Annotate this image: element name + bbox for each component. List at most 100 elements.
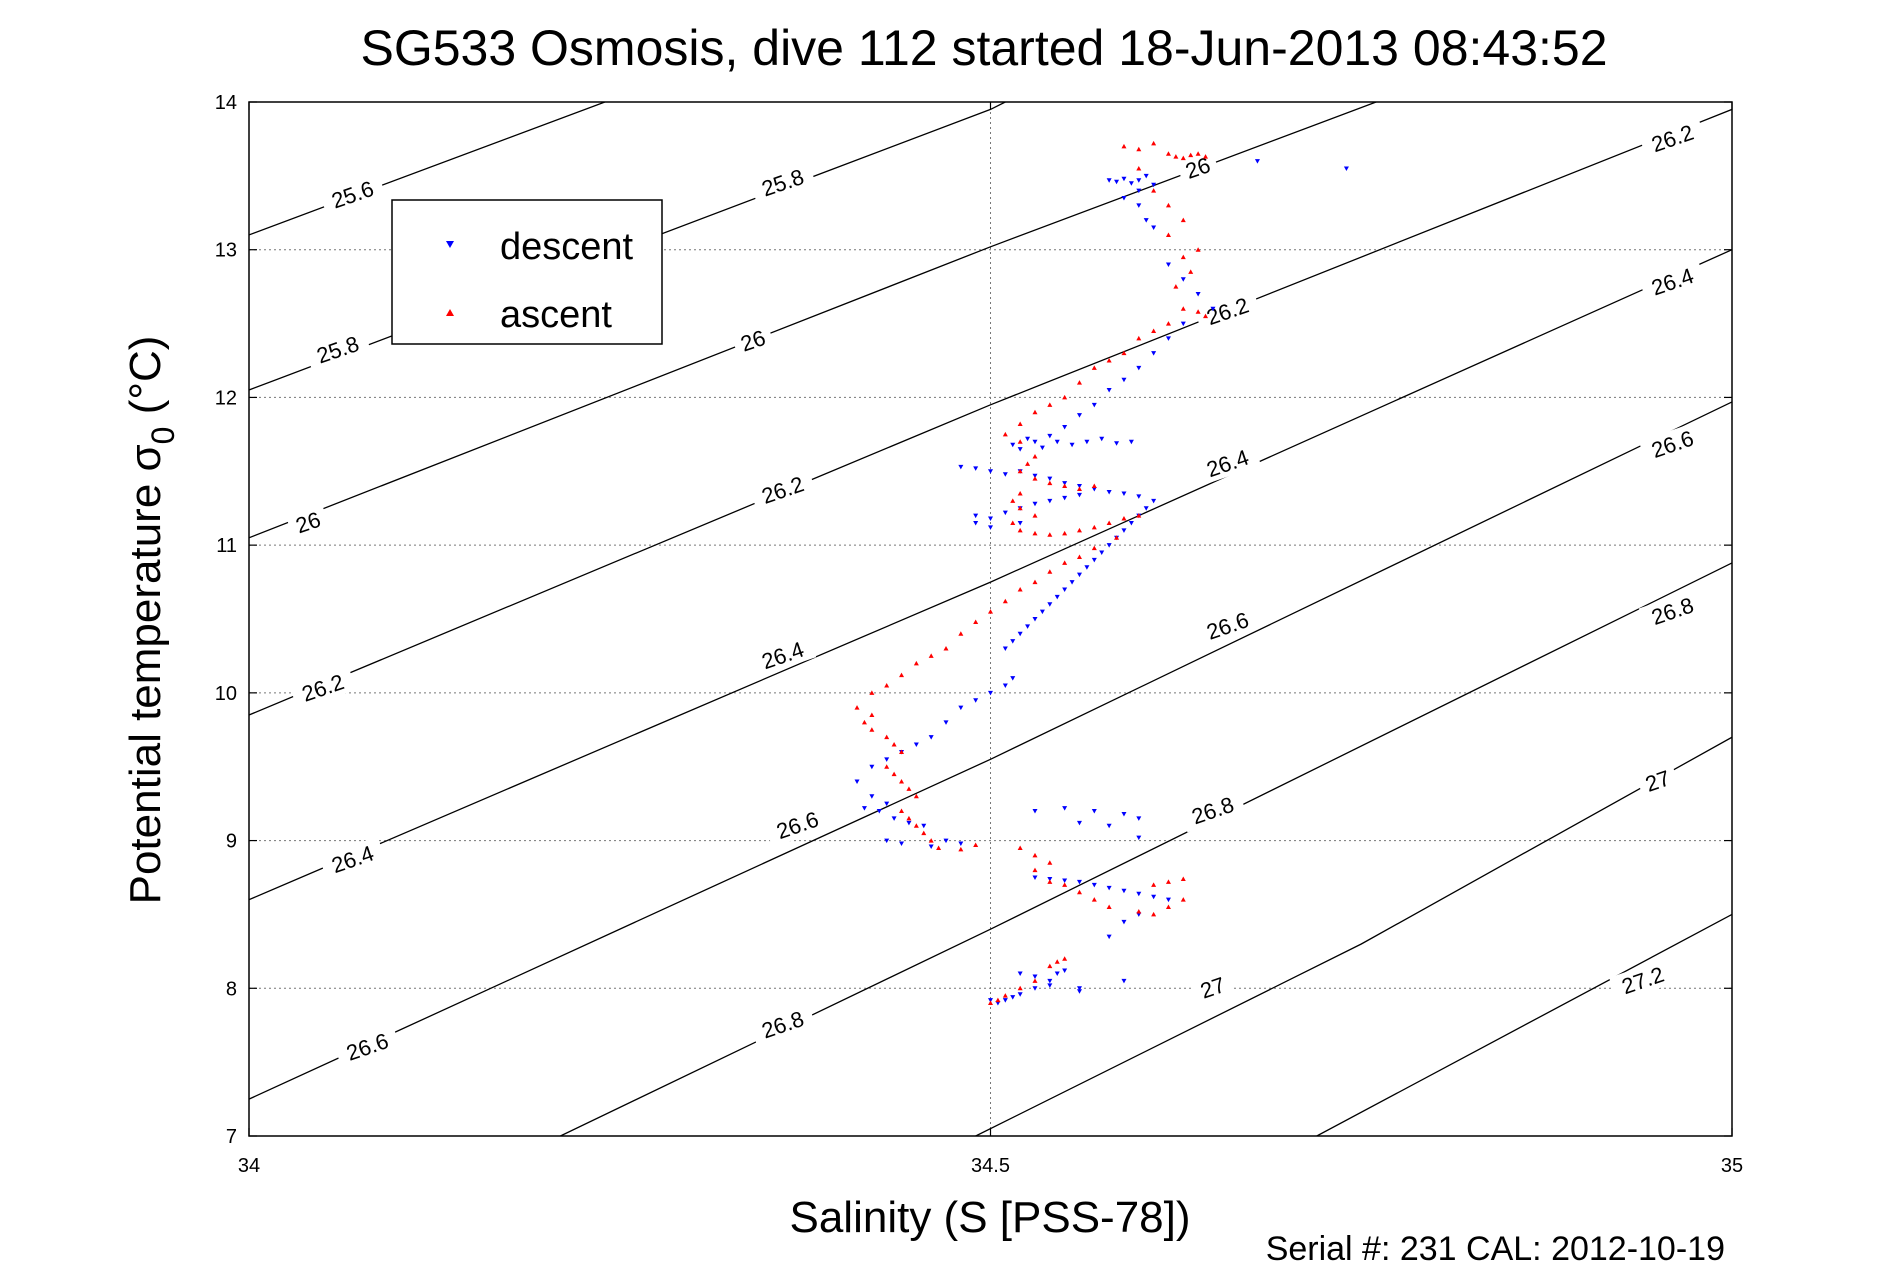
descent-point [1195,292,1201,297]
ascent-point [1165,232,1171,237]
descent-point [1136,365,1142,371]
y-tick-label: 11 [216,535,237,557]
contour-label-bg [1179,787,1247,833]
descent-point [1047,876,1053,882]
descent-point [1106,489,1112,495]
ascent-point [1165,151,1171,156]
descent-point [1076,492,1082,498]
y-axis-label-subscript: 0 [145,427,181,445]
descent-point [1076,989,1082,994]
y-tick-label: 9 [226,831,237,853]
contour-label-bg [1635,762,1680,800]
descent-point [1099,436,1105,442]
ascent-point [1062,394,1068,400]
ascent-point [1062,956,1068,961]
ascent-point [1180,155,1186,161]
ascent-point [1165,321,1171,326]
descent-point [1017,992,1023,997]
descent-point [1054,971,1060,977]
descent-point [1136,494,1142,499]
ascent-point [1151,882,1157,887]
descent-point [1343,166,1349,171]
descent-point [973,698,979,703]
ascent-point [936,845,942,850]
series-descent [854,159,1349,1006]
contour-label-bg [749,632,817,678]
descent-point [1047,476,1053,482]
descent-point [1069,442,1075,448]
descent-point [1062,481,1068,486]
y-tick-label: 7 [226,1126,237,1148]
ascent-point [1017,527,1023,533]
ascent-point [1017,490,1023,496]
descent-point [1076,413,1082,418]
descent-point [958,841,964,847]
ascent-point [1106,904,1112,910]
descent-point [1032,501,1038,507]
density-contour-26.2 [249,108,1732,716]
descent-point [1091,402,1097,408]
ascent-point [899,778,905,784]
descent-point [988,690,993,696]
y-tick-label: 12 [215,387,237,409]
ascent-point [973,619,979,624]
ascent-point [1032,530,1038,536]
contour-label-bg [1190,968,1235,1006]
ascent-point [1180,217,1186,223]
descent-point [1106,823,1112,829]
descent-point [1091,809,1097,814]
ascent-point [1062,882,1068,887]
ascent-point [1091,545,1097,551]
ascent-point [1151,328,1157,333]
descent-point [1039,609,1045,615]
ascent-point [1054,959,1060,964]
ascent-point [1047,480,1053,486]
contour-label-bg [289,665,357,710]
descent-point [1091,557,1097,563]
ascent-point [1062,530,1068,536]
descent-point [1106,388,1112,393]
descent-point [1032,974,1038,979]
descent-point [1165,262,1171,267]
chart-title: SG533 Osmosis, dive 112 started 18-Jun-2… [360,20,1607,76]
ascent-point [1114,535,1120,540]
x-tick-label: 34.5 [971,1155,1010,1177]
descent-point [1076,879,1082,885]
descent-point [1017,520,1023,526]
ascent-point [995,997,1001,1003]
density-contour-26 [249,102,1377,539]
descent-point [1151,894,1157,900]
ascent-point [1025,461,1031,466]
contour-label-bg [1193,288,1262,334]
descent-point [1047,978,1053,984]
descent-point [1010,995,1016,1000]
contour-label-bg [333,1024,401,1069]
ascent-point [1062,483,1068,489]
contour-label: 26 [285,503,331,541]
y-tick-label: 8 [226,978,237,1000]
ascent-point [899,808,905,814]
descent-point [1002,472,1008,477]
descent-point [1121,377,1127,383]
ascent-point [1047,402,1053,407]
descent-point [943,838,949,844]
descent-point [1032,473,1038,479]
descent-point [1002,646,1008,652]
ascent-point [1017,985,1023,991]
ascent-point [1017,586,1023,592]
descent-point [1121,978,1127,984]
descent-point [928,844,934,849]
serial-cal-footer: Serial #: 231 CAL: 2012-10-19 [1266,1230,1725,1262]
ascent-point [1180,897,1186,902]
descent-point [1121,888,1127,894]
ascent-point [928,838,934,843]
contour-label-bg [1609,957,1677,1003]
descent-point [1032,439,1038,445]
ascent-point [1165,904,1171,910]
legend-box [391,199,663,345]
descent-point [1002,510,1008,516]
ascent-point [1076,554,1082,559]
descent-point [1017,447,1023,452]
descent-point [1010,676,1016,681]
